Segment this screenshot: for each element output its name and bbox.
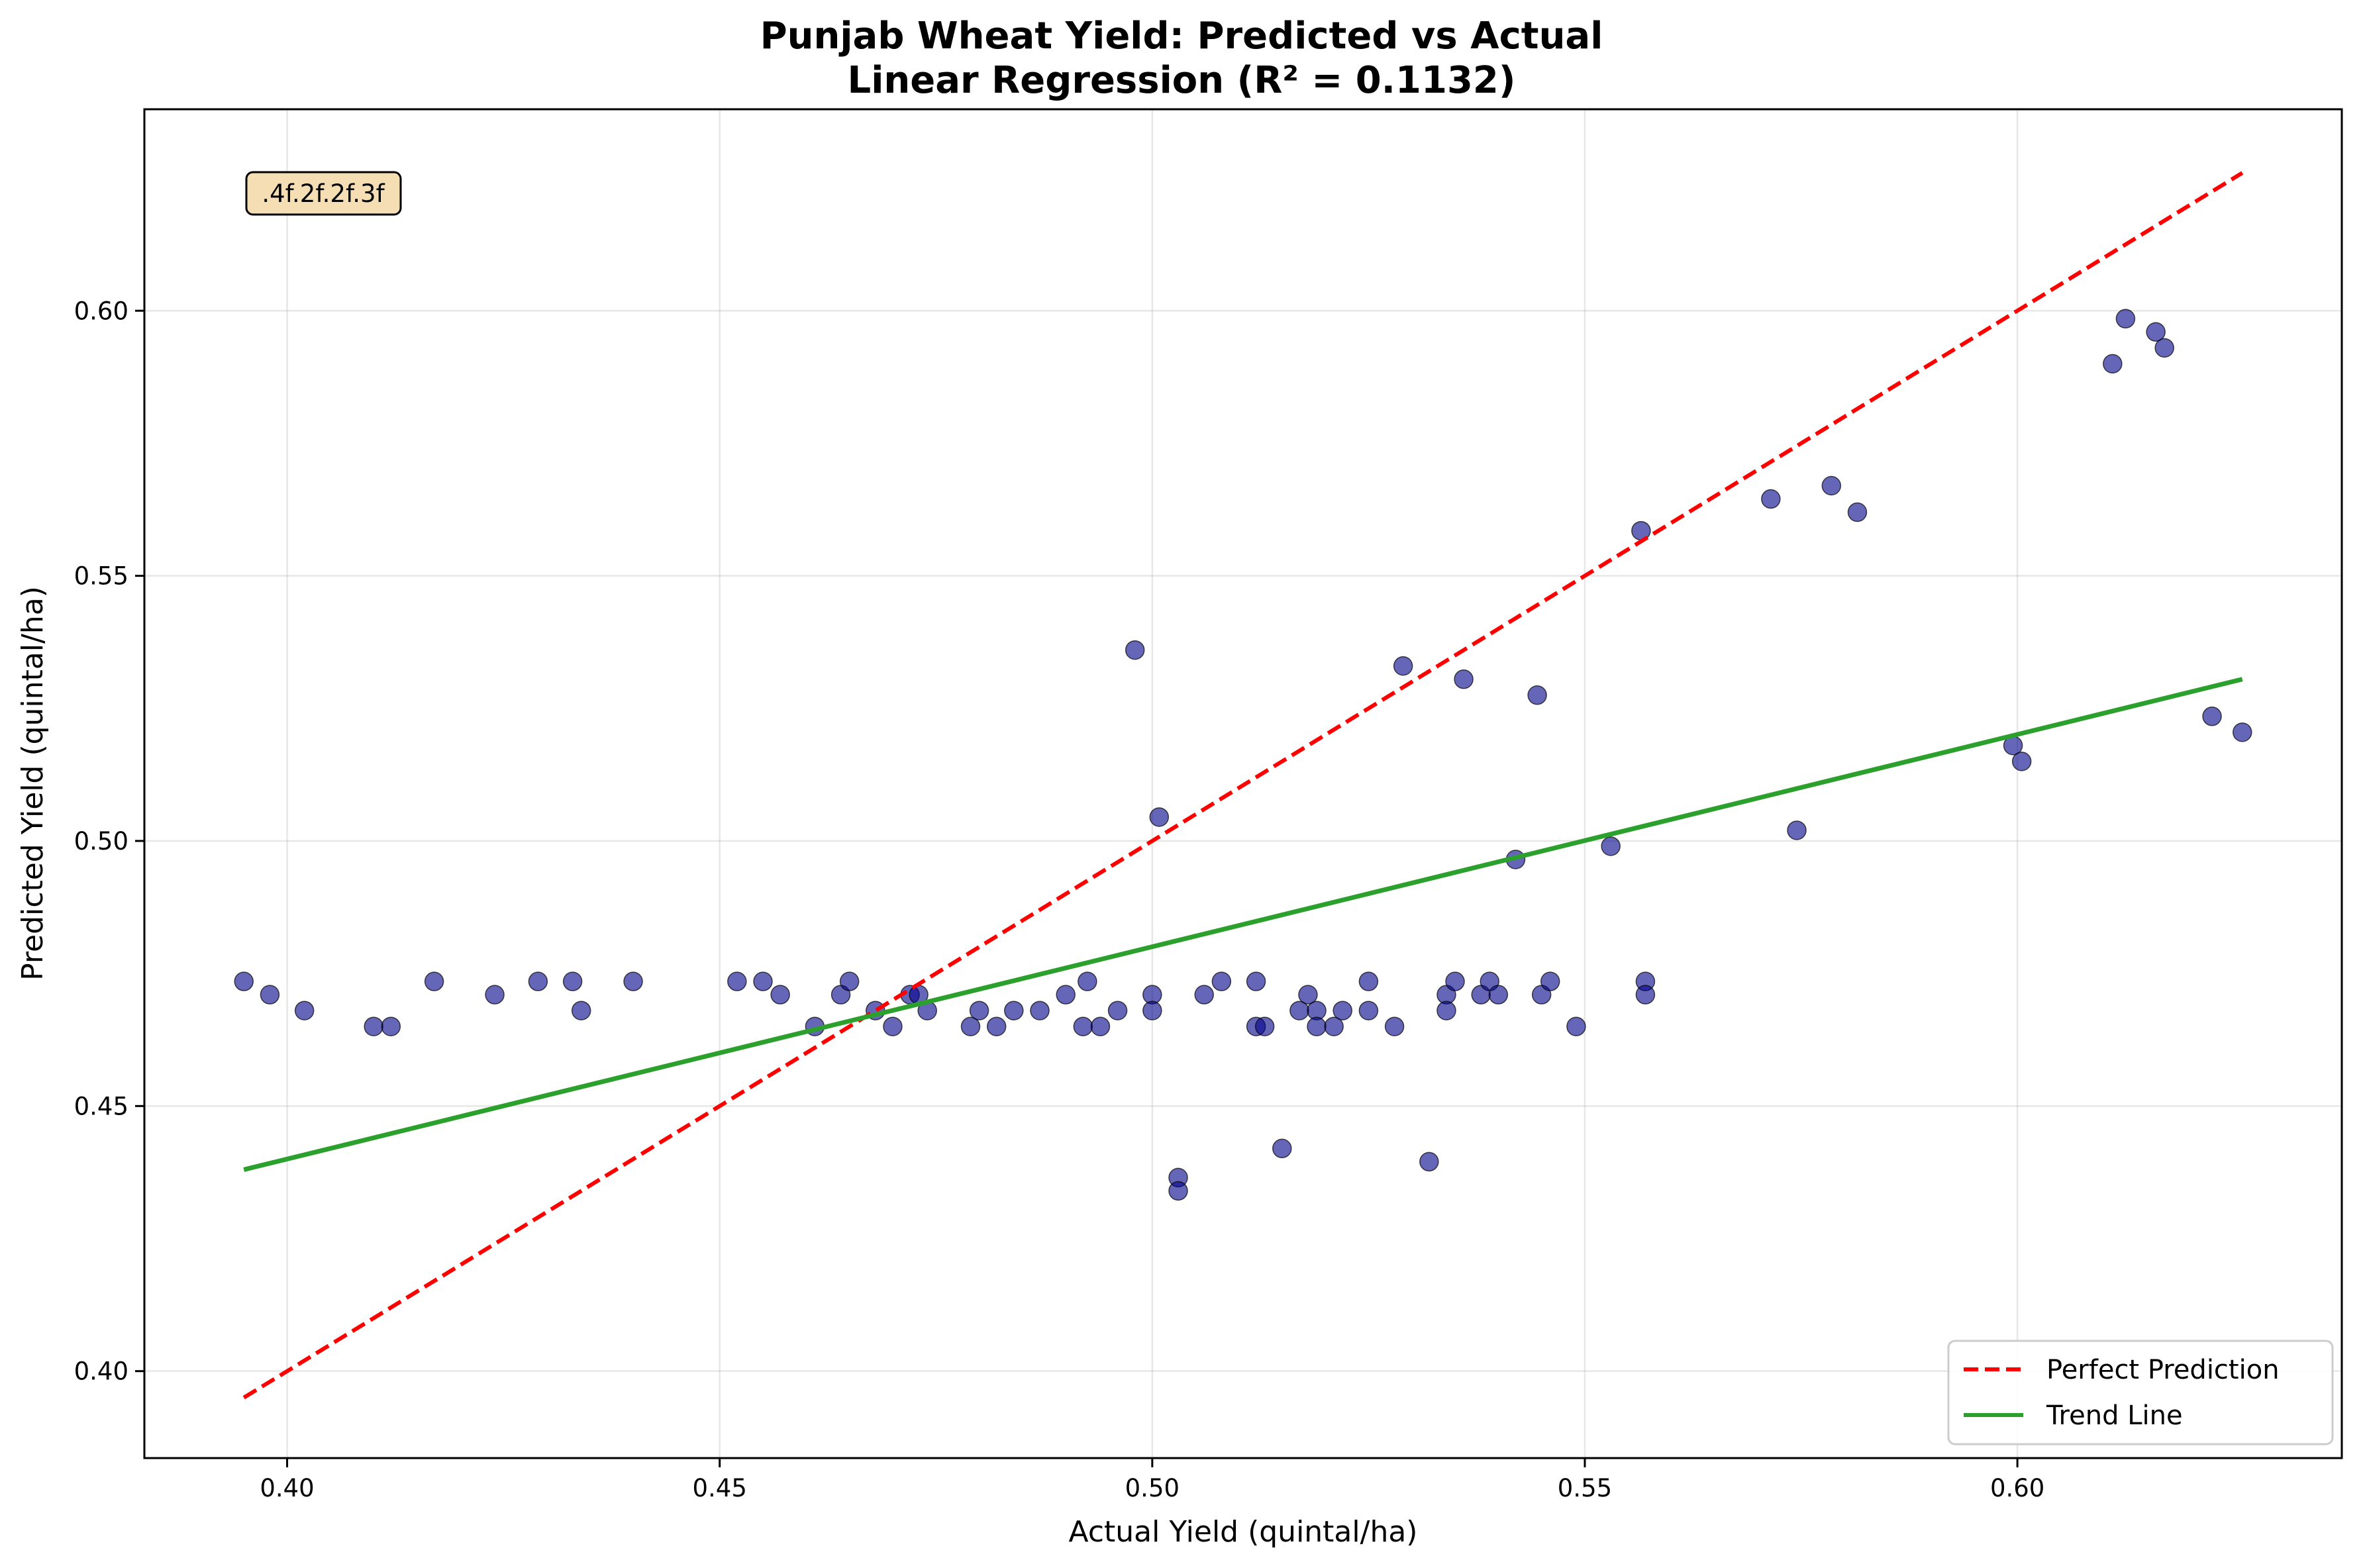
- scatter-point: [969, 1001, 989, 1020]
- scatter-point: [1246, 971, 1266, 991]
- y-tick-label: 0.60: [74, 297, 128, 325]
- scatter-point: [1056, 985, 1076, 1004]
- legend: Perfect Prediction Trend Line: [1947, 1340, 2334, 1446]
- scatter-point: [883, 1016, 903, 1036]
- scatter-point: [1527, 685, 1547, 705]
- scatter-point: [1090, 1016, 1111, 1036]
- x-tick-label: 0.45: [692, 1474, 746, 1502]
- scatter-point: [1821, 475, 1842, 496]
- scatter-point: [485, 985, 505, 1004]
- scatter-point: [1488, 985, 1509, 1004]
- x-tick-label: 0.40: [260, 1474, 314, 1502]
- scatter-point: [1601, 836, 1621, 856]
- chart-title: Punjab Wheat Yield: Predicted vs Actual: [760, 15, 1603, 58]
- scatter-point: [528, 971, 548, 991]
- legend-trend-line-label: Trend Line: [2046, 1400, 2183, 1431]
- scatter-point: [1384, 1016, 1405, 1036]
- x-tick-label: 0.55: [1558, 1474, 1612, 1502]
- scatter-point: [1635, 985, 1656, 1004]
- scatter-point: [1393, 656, 1413, 676]
- plot-marks: [234, 171, 2252, 1400]
- scatter-point: [986, 1016, 1007, 1036]
- x-tick-label: 0.50: [1125, 1474, 1180, 1502]
- scatter-point: [1787, 820, 1807, 840]
- annotation-text: .4f.2f.2f.3f: [262, 179, 385, 208]
- trend-line: [243, 677, 2243, 1172]
- scatter-point: [1073, 1016, 1093, 1036]
- scatter-point: [839, 971, 860, 991]
- scatter-point: [1272, 1138, 1292, 1159]
- x-axis-ticks: 0.40 0.45 0.50 0.55 0.60: [260, 1458, 2044, 1502]
- scatter-point: [1566, 1016, 1586, 1036]
- scatter-point: [1631, 520, 1651, 541]
- scatter-point: [571, 1001, 591, 1020]
- scatter-point: [1107, 1001, 1128, 1020]
- y-axis-ticks: 0.40 0.45 0.50 0.55 0.60: [74, 297, 144, 1386]
- plot-frame: [143, 108, 2343, 1459]
- y-tick-label: 0.45: [74, 1092, 128, 1120]
- scatter-point: [1324, 1016, 1344, 1036]
- scatter-point: [2146, 322, 2166, 342]
- scatter-point: [381, 1016, 401, 1036]
- scatter-point: [727, 971, 747, 991]
- scatter-point: [2115, 309, 2136, 329]
- scatter-point: [1436, 1001, 1456, 1020]
- scatter-point: [1149, 807, 1170, 827]
- y-axis-label: Predicted Yield (quintal/ha): [16, 586, 50, 981]
- scatter-point: [234, 971, 254, 991]
- y-tick-label: 0.55: [74, 562, 128, 591]
- scatter-point: [1125, 640, 1145, 660]
- scatter-point: [1332, 1001, 1352, 1020]
- scatter-point: [2233, 722, 2252, 742]
- scatter-point: [562, 971, 583, 991]
- scatter-point: [260, 985, 280, 1004]
- annotation-box: .4f.2f.2f.3f: [245, 171, 402, 216]
- scatter-point: [2154, 338, 2174, 358]
- scatter-point: [1078, 971, 1097, 991]
- scatter-point: [1307, 1016, 1327, 1036]
- scatter-point: [1030, 1001, 1050, 1020]
- scatter-point: [1761, 489, 1781, 509]
- scatter-point: [1358, 1001, 1379, 1020]
- scatter-point: [1454, 669, 1474, 689]
- scatter-point: [1445, 971, 1465, 991]
- scatter-point: [1540, 971, 1560, 991]
- x-tick-label: 0.60: [1990, 1474, 2044, 1502]
- scatter-point: [1142, 1001, 1162, 1020]
- scatter-point: [1419, 1152, 1439, 1172]
- scatter-point: [2202, 707, 2222, 726]
- scatter-point: [753, 971, 773, 991]
- scatter-point: [1847, 502, 1868, 522]
- x-axis-label: Actual Yield (quintal/ha): [1069, 1515, 1418, 1549]
- scatter-point: [1168, 1181, 1188, 1201]
- scatter-point: [623, 971, 643, 991]
- scatter-point: [2103, 354, 2123, 374]
- legend-perfect-prediction-label: Perfect Prediction: [2046, 1355, 2280, 1385]
- scatter-point: [1298, 985, 1318, 1004]
- scatter-point: [424, 971, 444, 991]
- chart-subtitle: Linear Regression (R² = 0.1132): [848, 59, 1516, 102]
- scatter-point: [1194, 985, 1214, 1004]
- scatter-point: [364, 1016, 383, 1036]
- scatter-point: [960, 1016, 981, 1036]
- scatter-point: [294, 1001, 315, 1020]
- scatter-point: [1211, 971, 1232, 991]
- y-tick-label: 0.40: [74, 1357, 128, 1386]
- scatter-point: [1254, 1016, 1275, 1036]
- perfect-prediction-line: [242, 171, 2244, 1400]
- scatter-point: [770, 985, 790, 1004]
- scatter-point: [1004, 1001, 1024, 1020]
- scatter-point: [2011, 752, 2032, 771]
- y-tick-label: 0.50: [74, 827, 128, 856]
- scatter-point: [1358, 971, 1379, 991]
